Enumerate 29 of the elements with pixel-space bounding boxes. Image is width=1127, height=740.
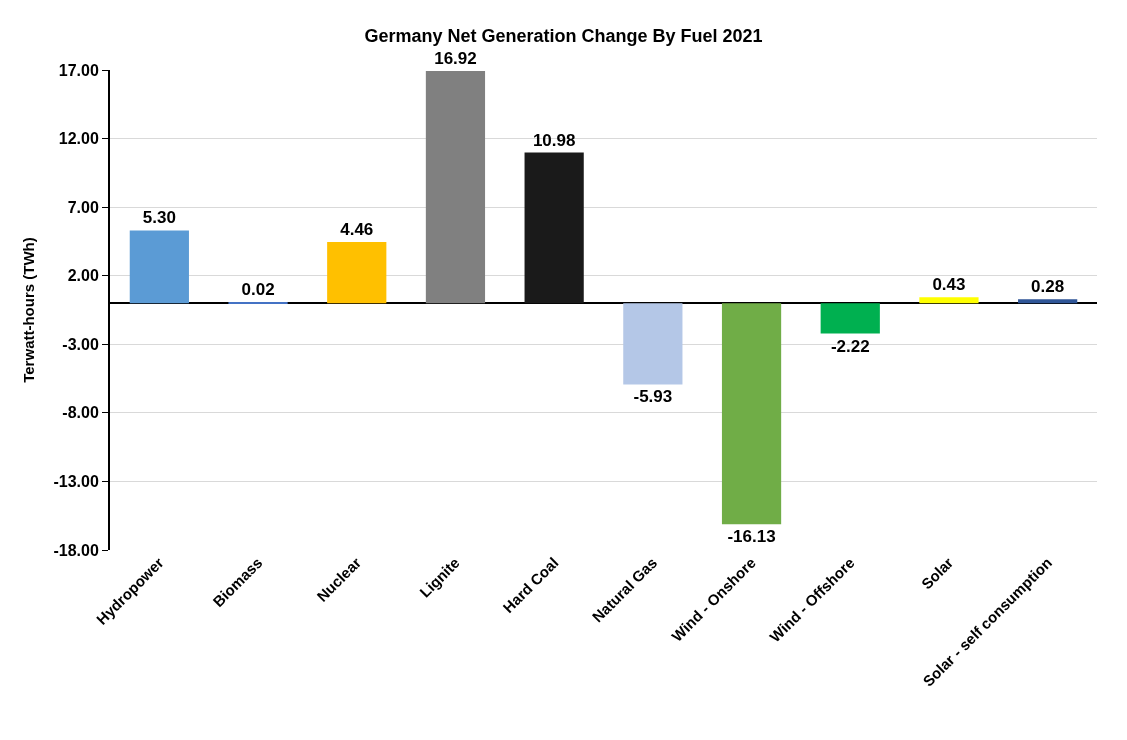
y-tick-label: -18.00 [53,541,99,559]
bar [623,303,683,385]
bar [721,303,782,525]
bar [1018,299,1078,304]
bar [327,241,387,304]
data-label: 0.43 [932,275,966,295]
data-label: -5.93 [633,387,673,407]
bar [524,152,584,304]
data-label: -16.13 [727,527,776,547]
data-label: -2.22 [830,336,870,356]
data-label: 16.92 [434,49,477,69]
y-tick-label: -13.00 [53,473,99,491]
data-label: 0.28 [1031,277,1065,297]
bar [129,230,189,304]
y-tick-label: -3.00 [62,335,99,353]
y-tick-label: 7.00 [67,198,99,216]
y-axis-title: Terwatt-hours (TWh) [20,237,38,383]
y-tick-label: 2.00 [67,267,99,285]
data-label: 0.02 [241,280,275,299]
y-tick-label: 17.00 [58,61,99,79]
y-tick-label: 12.00 [58,130,99,148]
chart-title: Germany Net Generation Change By Fuel 2021 [364,26,763,47]
bar [919,297,979,304]
data-label: 10.98 [532,130,576,150]
data-label: 5.30 [142,208,176,228]
data-label: 4.46 [340,219,374,239]
bar [820,303,880,334]
y-tick-label: -8.00 [62,404,99,422]
bar [425,71,486,304]
